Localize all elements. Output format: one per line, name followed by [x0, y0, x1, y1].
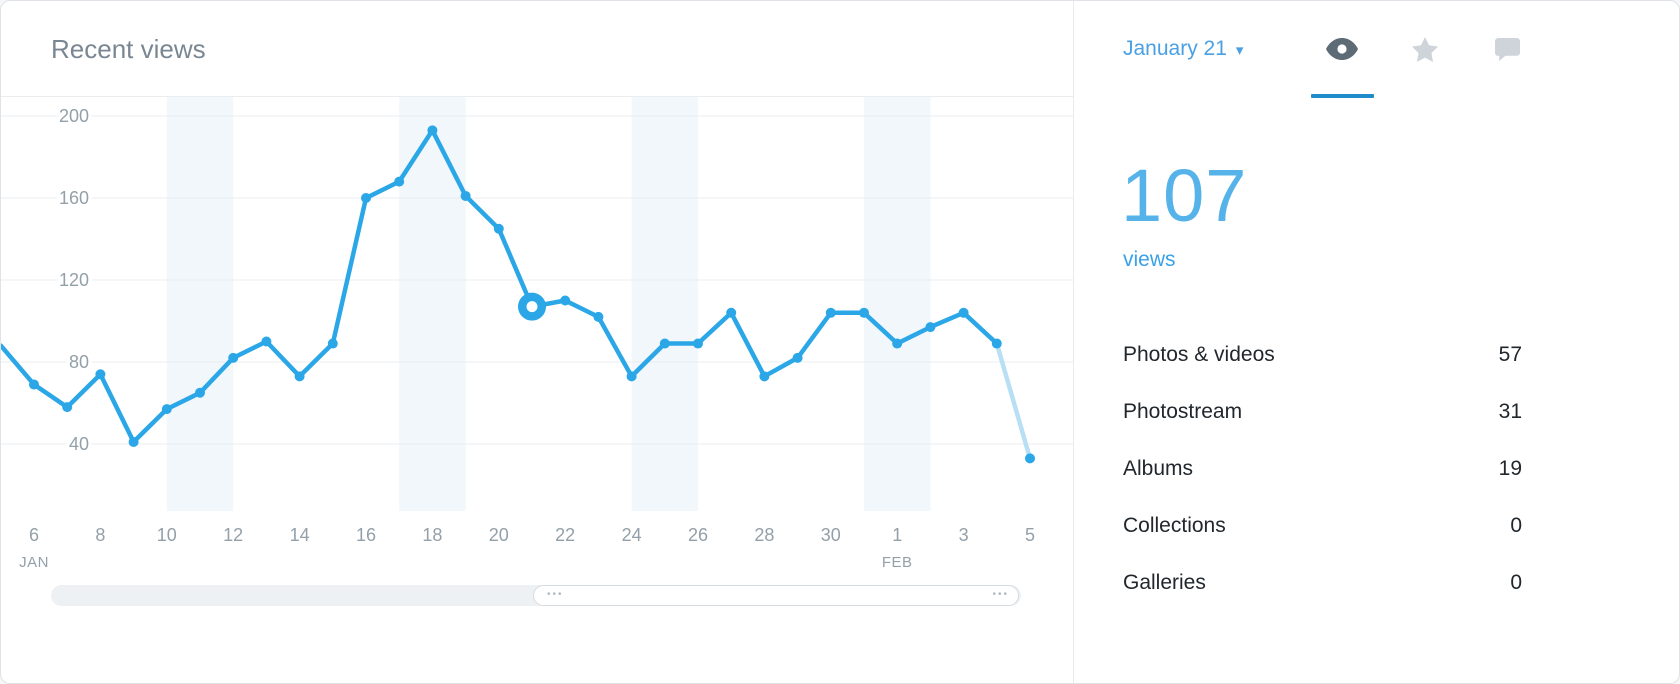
svg-text:80: 80 [69, 352, 89, 372]
stats-panel: January 21 ▾ 107 vie [1074, 1, 1679, 683]
stat-value: 19 [1498, 456, 1522, 480]
svg-text:30: 30 [821, 525, 841, 545]
tab-views[interactable] [1319, 1, 1365, 97]
svg-text:22: 22 [555, 525, 575, 545]
svg-text:200: 200 [59, 106, 89, 126]
panel-divider [1073, 1, 1074, 683]
svg-text:40: 40 [69, 434, 89, 454]
stat-value: 31 [1498, 399, 1522, 423]
stat-row-collections: Collections 0 [1123, 497, 1522, 554]
svg-text:10: 10 [157, 525, 177, 545]
comment-icon [1494, 37, 1520, 61]
svg-text:FEB: FEB [882, 554, 913, 571]
svg-text:160: 160 [59, 188, 89, 208]
stat-label: Albums [1123, 456, 1194, 480]
chart-scrollbar-track[interactable]: ••• ••• [51, 585, 1021, 606]
chart-panel: Recent views 200 160 120 80 40 6 JAN 8 10 12 14 16 1… [1, 1, 1073, 683]
chart-scrollbar-handle[interactable]: ••• ••• [533, 585, 1019, 606]
stat-row-galleries: Galleries 0 [1123, 554, 1522, 611]
stats-list: Photos & videos 57 Photostream 31 Albums… [1123, 326, 1522, 611]
views-chart[interactable]: 200 160 120 80 40 6 JAN 8 10 12 14 16 18 20 22 24 26 28 30… [1, 97, 1073, 575]
svg-text:20: 20 [489, 525, 509, 545]
svg-text:28: 28 [754, 525, 774, 545]
date-selector-label: January 21 [1123, 37, 1227, 60]
page-title: Recent views [51, 34, 206, 64]
stats-header: January 21 ▾ [1074, 1, 1679, 98]
chevron-down-icon: ▾ [1235, 41, 1244, 59]
views-count-label: views [1123, 248, 1176, 271]
stat-row-albums: Albums 19 [1123, 440, 1522, 497]
tab-comments[interactable] [1484, 1, 1530, 97]
svg-text:3: 3 [959, 525, 969, 545]
svg-text:5: 5 [1025, 525, 1035, 545]
svg-text:1: 1 [892, 525, 902, 545]
stat-row-photos-videos: Photos & videos 57 [1123, 326, 1522, 383]
svg-text:26: 26 [688, 525, 708, 545]
svg-text:6: 6 [29, 525, 39, 545]
stat-row-photostream: Photostream 31 [1123, 383, 1522, 440]
views-count: 107 [1121, 154, 1248, 237]
tab-faves[interactable] [1402, 1, 1448, 97]
stat-value: 0 [1510, 570, 1522, 594]
svg-text:18: 18 [422, 525, 442, 545]
stat-value: 0 [1510, 513, 1522, 537]
chart-header: Recent views [1, 1, 1073, 97]
date-selector[interactable]: January 21 ▾ [1123, 1, 1243, 97]
svg-text:8: 8 [95, 525, 105, 545]
stat-label: Galleries [1123, 570, 1206, 594]
stat-label: Photostream [1123, 399, 1243, 423]
stat-value: 57 [1498, 342, 1522, 366]
svg-text:JAN: JAN [19, 554, 49, 571]
stat-label: Collections [1123, 513, 1226, 537]
active-tab-indicator [1311, 94, 1374, 98]
svg-text:14: 14 [290, 525, 310, 545]
svg-text:120: 120 [59, 270, 89, 290]
eye-icon [1326, 38, 1358, 60]
scrollbar-grip-left-icon: ••• [547, 588, 564, 600]
svg-text:24: 24 [622, 525, 642, 545]
star-icon [1412, 36, 1438, 62]
stat-label: Photos & videos [1123, 342, 1275, 366]
scrollbar-grip-right-icon: ••• [992, 588, 1009, 600]
svg-text:12: 12 [223, 525, 243, 545]
svg-text:16: 16 [356, 525, 376, 545]
